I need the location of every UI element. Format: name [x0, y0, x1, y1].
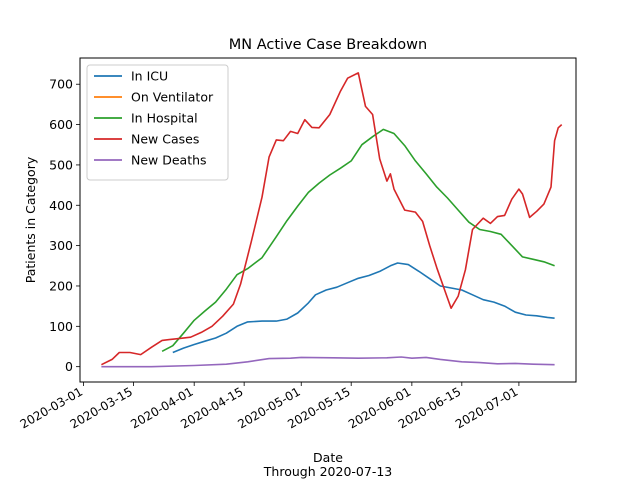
legend-label: On Ventilator [131, 90, 214, 105]
y-axis-ticks: 0 100 200 300 400 500 600 700 [49, 77, 80, 374]
chart-title: MN Active Case Breakdown [229, 37, 427, 53]
legend-label: In Hospital [131, 111, 198, 126]
y-tick-label: 700 [49, 77, 73, 92]
series-line-0 [172, 262, 555, 354]
x-axis-sublabel: Through 2020-07-13 [263, 464, 392, 479]
series-line-4 [101, 356, 555, 368]
legend: In ICU On Ventilator In Hospital New Cases N… [86, 64, 229, 181]
series-line-2 [161, 128, 555, 353]
x-axis-label: Date [313, 450, 343, 465]
legend-label: New Deaths [131, 153, 207, 168]
legend-label: In ICU [131, 69, 168, 84]
y-tick-label: 600 [49, 117, 73, 132]
y-axis-label: Patients in Category [23, 156, 38, 283]
y-tick-label: 200 [49, 278, 73, 293]
x-axis-ticks: 2020-03-012020-03-152020-04-012020-04-15… [18, 382, 520, 431]
y-tick-label: 500 [49, 157, 73, 172]
plot-frame [79, 57, 577, 383]
y-tick-label: 0 [65, 359, 73, 374]
x-tick-label: 2020-07-01 [453, 384, 520, 431]
y-tick-label: 100 [49, 319, 73, 334]
y-tick-label: 300 [49, 238, 73, 253]
legend-box [86, 64, 229, 181]
series-line-3 [101, 72, 563, 366]
y-tick-label: 400 [49, 198, 73, 213]
legend-label: New Cases [131, 132, 199, 147]
series-layer [101, 72, 563, 368]
